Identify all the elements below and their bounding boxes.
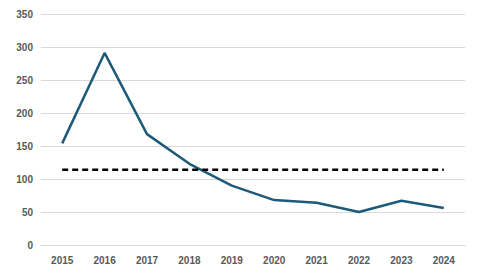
svg-text:2019: 2019 <box>221 255 244 266</box>
svg-text:100: 100 <box>16 174 33 185</box>
svg-text:2023: 2023 <box>390 255 413 266</box>
svg-text:2020: 2020 <box>263 255 286 266</box>
svg-text:2018: 2018 <box>178 255 201 266</box>
svg-text:150: 150 <box>16 141 33 152</box>
svg-text:300: 300 <box>16 42 33 53</box>
svg-text:200: 200 <box>16 108 33 119</box>
svg-text:2015: 2015 <box>51 255 74 266</box>
svg-text:250: 250 <box>16 75 33 86</box>
svg-text:50: 50 <box>22 207 34 218</box>
svg-text:2017: 2017 <box>136 255 159 266</box>
svg-text:350: 350 <box>16 9 33 20</box>
svg-text:2022: 2022 <box>348 255 371 266</box>
svg-text:2016: 2016 <box>93 255 116 266</box>
svg-text:0: 0 <box>27 240 33 251</box>
svg-text:2024: 2024 <box>433 255 456 266</box>
svg-text:2021: 2021 <box>305 255 328 266</box>
